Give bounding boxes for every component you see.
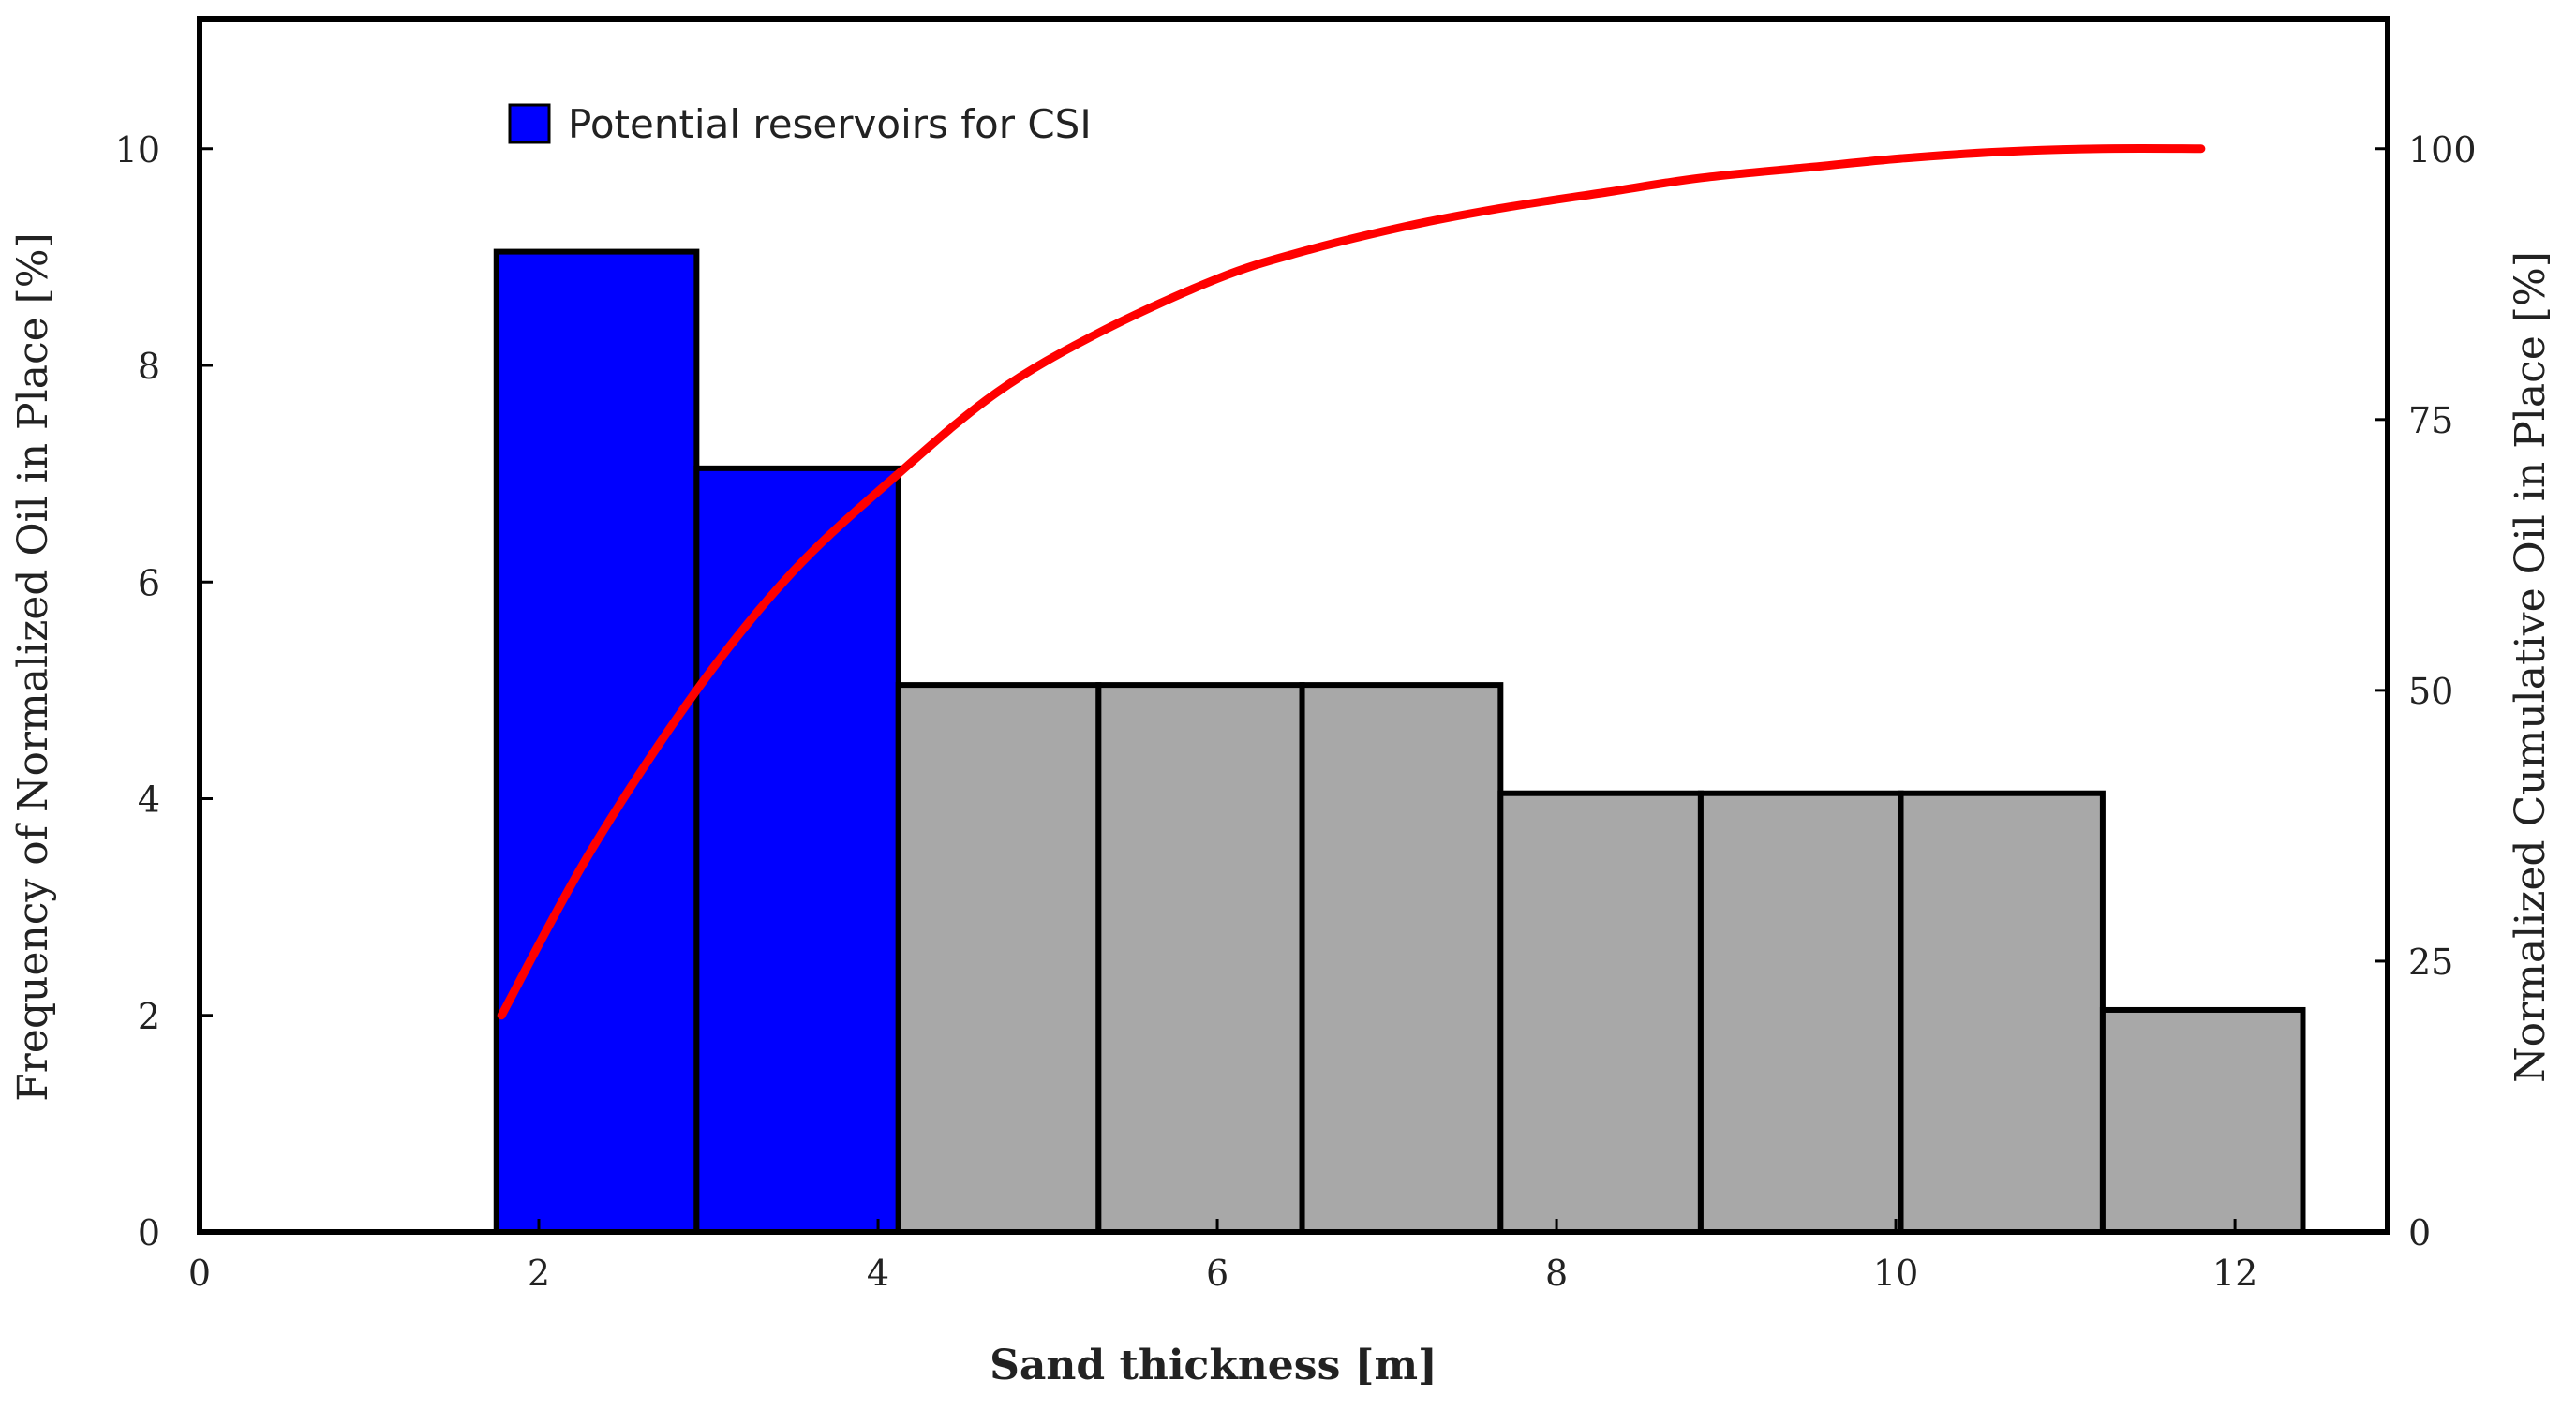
y-right-tick-label: 75 bbox=[2408, 400, 2453, 441]
plot-frame bbox=[197, 16, 2390, 1235]
histogram-bar bbox=[895, 682, 1102, 1235]
histogram-bar bbox=[1299, 682, 1504, 1235]
y-left-tick-label: 0 bbox=[138, 1212, 160, 1254]
x-tick-label: 4 bbox=[867, 1253, 889, 1294]
x-tick-label: 2 bbox=[528, 1253, 550, 1294]
x-tick-label: 10 bbox=[1873, 1253, 1918, 1294]
y-right-tick-label: 100 bbox=[2408, 129, 2477, 171]
y-axis-left-title: Frequency of Normalized Oil in Place [%] bbox=[9, 232, 57, 1102]
y-left-tick-label: 8 bbox=[138, 346, 160, 387]
y-right-tick-label: 50 bbox=[2408, 671, 2453, 712]
legend: Potential reservoirs for CSI bbox=[508, 101, 1092, 147]
legend-swatch bbox=[508, 103, 551, 144]
histogram-bar bbox=[693, 465, 901, 1235]
histogram-bar bbox=[1697, 790, 1904, 1235]
x-axis-title: Sand thickness [m] bbox=[990, 1342, 1437, 1389]
y-left-tick-label: 4 bbox=[138, 779, 160, 821]
bars-layer bbox=[493, 248, 2306, 1235]
cumulative-oil-curve bbox=[497, 143, 2206, 1020]
histogram-bar bbox=[493, 248, 700, 1235]
histogram-bar bbox=[1095, 682, 1305, 1235]
curve-layer bbox=[497, 143, 2206, 1020]
x-tick-label: 6 bbox=[1206, 1253, 1228, 1294]
legend-label: Potential reservoirs for CSI bbox=[568, 101, 1092, 147]
y-left-tick-label: 10 bbox=[115, 129, 160, 171]
histogram-bar bbox=[1898, 790, 2106, 1235]
y-axis-right-title: Normalized Cumulative Oil in Place [%] bbox=[2507, 251, 2554, 1083]
histogram-bar bbox=[2099, 1006, 2306, 1235]
x-tick-label: 8 bbox=[1545, 1253, 1568, 1294]
x-tick-label: 0 bbox=[188, 1253, 211, 1294]
y-right-tick-label: 25 bbox=[2408, 942, 2453, 983]
y-left-tick-label: 2 bbox=[138, 996, 160, 1037]
histogram-bar bbox=[1497, 790, 1704, 1235]
y-left-tick-label: 6 bbox=[138, 562, 160, 603]
y-right-tick-label: 0 bbox=[2408, 1212, 2431, 1254]
x-tick-label: 12 bbox=[2212, 1253, 2257, 1294]
